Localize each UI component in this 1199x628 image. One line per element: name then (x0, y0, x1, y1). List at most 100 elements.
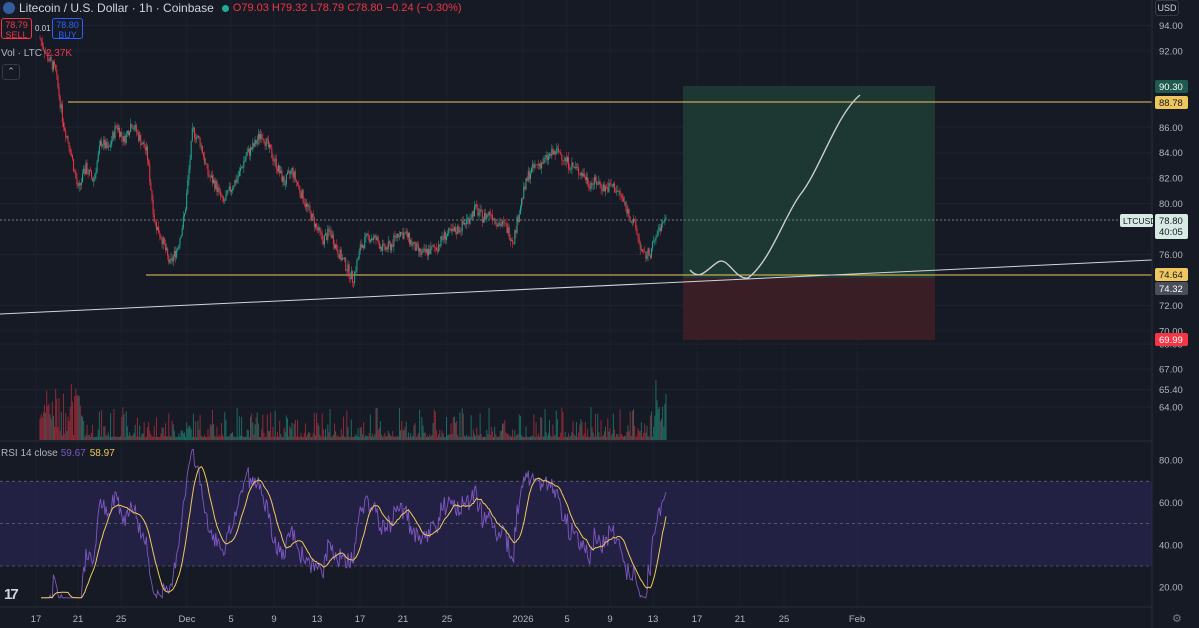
volume-bar (115, 436, 117, 440)
candle-body (98, 145, 100, 154)
volume-bar (313, 412, 315, 440)
volume-bar (323, 436, 325, 440)
candle-body (163, 237, 165, 245)
symbol-title[interactable]: Litecoin / U.S. Dollar · 1h · Coinbase (19, 1, 214, 15)
volume-bar (85, 435, 87, 440)
candle-body (247, 148, 249, 153)
volume-bar (246, 429, 248, 440)
volume-legend[interactable]: Vol · LTC 2.37K (1, 48, 72, 59)
volume-bar (195, 421, 197, 440)
volume-bar (320, 436, 322, 440)
candle-body (353, 282, 355, 284)
candle-body (191, 128, 193, 141)
volume-bar (316, 413, 318, 440)
candle-body (446, 236, 448, 240)
tradingview-logo[interactable]: 17 (4, 586, 19, 603)
volume-bar (556, 419, 558, 440)
candle-body (178, 245, 180, 249)
volume-bar (283, 427, 285, 440)
settings-icon[interactable]: ⚙ (1172, 613, 1182, 625)
volume-bar (516, 434, 518, 440)
candle-body (164, 244, 166, 251)
rsi-legend[interactable]: RSI 14 close 59.67 58.97 (1, 448, 115, 459)
rsi-axis-label: 20.00 (1159, 583, 1183, 594)
candle-body (330, 231, 332, 238)
volume-bar (55, 389, 57, 440)
trend-line[interactable] (0, 259, 1153, 315)
volume-bar (485, 436, 487, 440)
volume-bar (529, 436, 531, 440)
candle-body (526, 178, 528, 181)
candle-body (309, 205, 311, 211)
volume-bar (631, 410, 633, 440)
candle-body (426, 249, 428, 256)
candle-body (297, 181, 299, 185)
volume-bar (93, 436, 95, 440)
candle-body (416, 243, 418, 245)
candle-body (264, 142, 266, 146)
rsi-ma-value: 58.97 (89, 448, 115, 459)
volume-bar (288, 436, 290, 440)
candle-body (142, 142, 144, 144)
volume-bar (327, 424, 329, 440)
sell-button[interactable]: 78.79 SELL (1, 18, 32, 40)
volume-bar (421, 417, 423, 440)
candle-body (486, 214, 488, 220)
candle-body (199, 138, 201, 147)
candle-body (664, 219, 666, 222)
support-badge-text: 74.64 (1159, 270, 1183, 281)
volume-bar (545, 432, 547, 440)
volume-bar (176, 436, 178, 440)
stop-zone[interactable] (683, 278, 935, 340)
candle-body (278, 165, 280, 172)
projection-path[interactable] (689, 94, 861, 279)
candle-body (304, 204, 306, 207)
volume-bar (274, 410, 276, 440)
volume-bar (413, 425, 415, 440)
volume-bar (236, 408, 238, 440)
volume-bar (239, 435, 241, 440)
volume-bar (432, 423, 434, 440)
volume-bar (442, 433, 444, 440)
candle-body (589, 186, 591, 189)
buy-button[interactable]: 78.80 BUY (52, 18, 83, 40)
volume-bar (185, 436, 187, 440)
candle-body (527, 171, 529, 181)
volume-bar (388, 433, 390, 440)
candle-body (197, 135, 199, 137)
volume-bar (311, 436, 313, 440)
candle-body (161, 239, 163, 245)
symbol-header[interactable]: Litecoin / U.S. Dollar · 1h · Coinbase O… (0, 0, 462, 16)
candle-body (162, 237, 164, 245)
collapse-legend-button[interactable]: ⌃ (2, 64, 20, 80)
candle-body (205, 163, 207, 164)
candle-body (535, 164, 537, 166)
time-axis-label: 2026 (512, 614, 533, 625)
volume-bar (440, 436, 442, 440)
candle-body (484, 212, 486, 220)
volume-bar (400, 430, 402, 440)
candle-body (610, 184, 612, 186)
volume-bar (289, 426, 291, 440)
candle-body (476, 204, 478, 208)
volume-bar (630, 436, 632, 440)
volume-bar (573, 434, 575, 440)
volume-bar (627, 425, 629, 440)
volume-bar (654, 415, 656, 440)
volume-bar (381, 434, 383, 440)
volume-name: Vol · LTC (1, 48, 42, 59)
candle-body (198, 135, 200, 139)
time-axis-label: 5 (228, 614, 233, 625)
candle-body (358, 250, 360, 259)
candle-body (228, 186, 230, 191)
volume-bar (587, 428, 589, 440)
volume-bar (571, 431, 573, 440)
volume-bar (338, 436, 340, 440)
volume-bar (560, 432, 562, 440)
volume-bar (50, 418, 52, 440)
volume-bar (175, 436, 177, 440)
currency-selector[interactable]: USD (1155, 0, 1179, 16)
candle-body (472, 211, 474, 217)
candle-body (541, 162, 543, 169)
